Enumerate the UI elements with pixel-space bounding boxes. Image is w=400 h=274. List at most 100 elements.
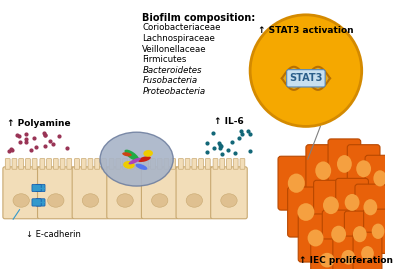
Ellipse shape — [128, 158, 141, 164]
Text: ↑ IEC proliferation: ↑ IEC proliferation — [299, 256, 393, 265]
Text: Lachnospiraceae: Lachnospiraceae — [142, 34, 215, 43]
FancyBboxPatch shape — [19, 159, 24, 169]
Circle shape — [250, 15, 362, 126]
FancyBboxPatch shape — [74, 159, 79, 169]
FancyBboxPatch shape — [116, 159, 121, 169]
Ellipse shape — [337, 155, 352, 173]
FancyBboxPatch shape — [54, 159, 58, 169]
FancyBboxPatch shape — [355, 184, 386, 230]
Ellipse shape — [13, 194, 29, 207]
FancyBboxPatch shape — [353, 232, 382, 274]
Text: Coriobacteriaceae: Coriobacteriaceae — [142, 24, 221, 33]
Ellipse shape — [356, 160, 371, 177]
Text: Veillonellaceae: Veillonellaceae — [142, 45, 207, 54]
Text: ↓ E-cadherin: ↓ E-cadherin — [26, 230, 81, 239]
FancyBboxPatch shape — [40, 159, 45, 169]
FancyBboxPatch shape — [136, 159, 141, 169]
FancyBboxPatch shape — [107, 167, 143, 219]
Ellipse shape — [117, 194, 133, 207]
Text: Proteobacteria: Proteobacteria — [142, 87, 206, 96]
Text: ↑ Polyamine: ↑ Polyamine — [7, 119, 70, 128]
FancyBboxPatch shape — [95, 159, 100, 169]
FancyBboxPatch shape — [60, 159, 65, 169]
Ellipse shape — [123, 161, 135, 169]
FancyBboxPatch shape — [32, 184, 41, 192]
FancyBboxPatch shape — [333, 236, 364, 274]
Text: ↑ IL-6: ↑ IL-6 — [214, 118, 244, 126]
Ellipse shape — [152, 194, 168, 207]
FancyBboxPatch shape — [226, 159, 231, 169]
Ellipse shape — [353, 226, 367, 242]
FancyBboxPatch shape — [129, 159, 134, 169]
Ellipse shape — [331, 226, 346, 242]
Ellipse shape — [361, 246, 374, 261]
FancyBboxPatch shape — [278, 156, 314, 210]
Ellipse shape — [221, 194, 237, 207]
FancyBboxPatch shape — [306, 145, 340, 197]
FancyBboxPatch shape — [38, 167, 74, 219]
FancyBboxPatch shape — [347, 145, 380, 193]
Ellipse shape — [373, 170, 387, 186]
Text: Firmicutes: Firmicutes — [142, 55, 187, 64]
Text: Biofilm composition:: Biofilm composition: — [142, 13, 256, 23]
FancyBboxPatch shape — [365, 155, 395, 201]
Ellipse shape — [122, 152, 132, 156]
FancyBboxPatch shape — [344, 211, 375, 257]
FancyBboxPatch shape — [205, 159, 210, 169]
FancyBboxPatch shape — [144, 159, 149, 169]
FancyBboxPatch shape — [67, 159, 72, 169]
FancyBboxPatch shape — [36, 184, 45, 192]
FancyBboxPatch shape — [211, 167, 247, 219]
Ellipse shape — [372, 224, 384, 239]
FancyBboxPatch shape — [220, 159, 225, 169]
FancyBboxPatch shape — [364, 209, 392, 253]
FancyBboxPatch shape — [157, 159, 162, 169]
FancyBboxPatch shape — [288, 187, 324, 237]
Text: ↑ STAT3 activation: ↑ STAT3 activation — [258, 26, 354, 35]
FancyBboxPatch shape — [176, 167, 213, 219]
Ellipse shape — [341, 250, 355, 265]
FancyBboxPatch shape — [171, 159, 176, 169]
Ellipse shape — [124, 150, 139, 161]
Ellipse shape — [143, 150, 153, 157]
Ellipse shape — [100, 132, 173, 186]
Text: Bacteroidetes: Bacteroidetes — [142, 66, 202, 75]
Ellipse shape — [345, 194, 360, 211]
FancyBboxPatch shape — [36, 199, 45, 206]
Ellipse shape — [323, 196, 339, 214]
FancyBboxPatch shape — [81, 159, 86, 169]
Ellipse shape — [298, 203, 314, 221]
FancyBboxPatch shape — [185, 159, 190, 169]
Ellipse shape — [138, 156, 151, 162]
Ellipse shape — [320, 253, 334, 267]
FancyBboxPatch shape — [102, 159, 106, 169]
FancyBboxPatch shape — [47, 159, 52, 169]
FancyBboxPatch shape — [109, 159, 114, 169]
FancyBboxPatch shape — [5, 159, 10, 169]
Text: STAT3: STAT3 — [289, 73, 323, 83]
FancyBboxPatch shape — [88, 159, 93, 169]
Ellipse shape — [82, 194, 99, 207]
Ellipse shape — [186, 194, 202, 207]
Ellipse shape — [136, 164, 147, 170]
Ellipse shape — [48, 194, 64, 207]
FancyBboxPatch shape — [240, 159, 245, 169]
FancyBboxPatch shape — [336, 178, 368, 227]
Ellipse shape — [308, 230, 324, 247]
FancyBboxPatch shape — [142, 167, 178, 219]
FancyBboxPatch shape — [199, 159, 204, 169]
FancyBboxPatch shape — [3, 167, 40, 219]
FancyBboxPatch shape — [192, 159, 197, 169]
FancyBboxPatch shape — [150, 159, 155, 169]
FancyBboxPatch shape — [72, 167, 109, 219]
FancyBboxPatch shape — [164, 159, 169, 169]
FancyBboxPatch shape — [298, 214, 333, 262]
FancyBboxPatch shape — [32, 159, 37, 169]
FancyBboxPatch shape — [178, 159, 183, 169]
FancyBboxPatch shape — [213, 159, 218, 169]
FancyBboxPatch shape — [287, 70, 325, 87]
FancyBboxPatch shape — [123, 159, 128, 169]
Ellipse shape — [315, 161, 331, 180]
FancyBboxPatch shape — [233, 159, 238, 169]
FancyBboxPatch shape — [322, 210, 355, 258]
